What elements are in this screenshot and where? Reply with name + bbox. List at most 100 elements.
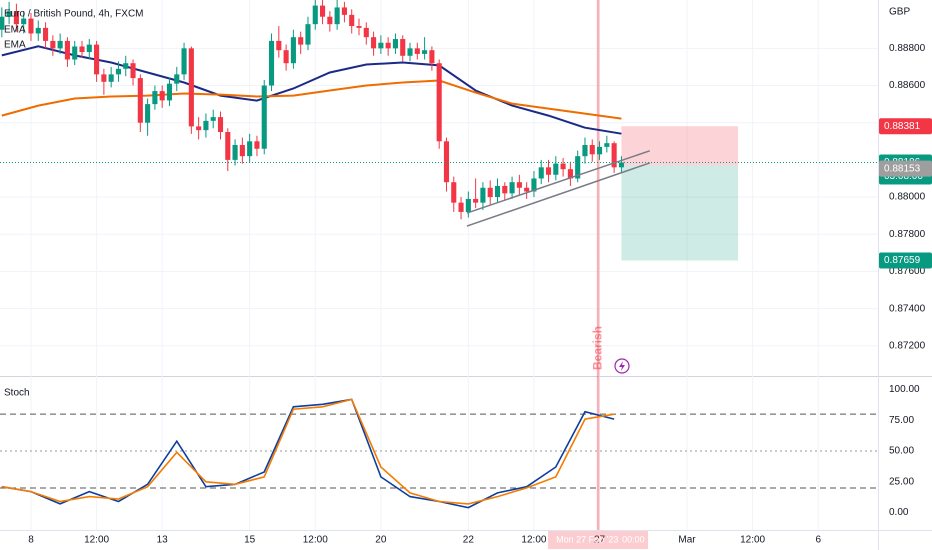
candle-body bbox=[166, 83, 173, 101]
candle-body bbox=[28, 18, 34, 34]
candle-body bbox=[145, 104, 151, 123]
y-tick-label: 0.88000 bbox=[889, 192, 926, 203]
candle-body bbox=[50, 40, 56, 49]
candle-body bbox=[203, 120, 209, 131]
candle-body bbox=[196, 126, 202, 131]
candle-body bbox=[79, 46, 85, 53]
currency-label: GBP bbox=[889, 7, 910, 18]
stoch-line bbox=[1, 398, 615, 509]
price-label: 0.88381 bbox=[884, 121, 921, 132]
price-label-box bbox=[879, 160, 932, 177]
candle-body bbox=[123, 63, 129, 69]
x-tick-label: 15 bbox=[244, 535, 256, 546]
candle-body bbox=[487, 187, 493, 198]
candle-body bbox=[371, 37, 377, 49]
candle-body bbox=[538, 167, 544, 179]
candle-body bbox=[392, 39, 398, 49]
x-tick-label: 20 bbox=[375, 535, 387, 546]
candle-body bbox=[57, 40, 63, 49]
candle-body bbox=[290, 37, 296, 64]
y-tick-label: 0.00 bbox=[889, 507, 909, 518]
stoch-line bbox=[1, 398, 615, 505]
price-label: 0.87659 bbox=[884, 255, 921, 266]
candle-body bbox=[407, 48, 413, 56]
price-label-box bbox=[879, 118, 932, 135]
candle-body bbox=[94, 44, 100, 75]
candle-body bbox=[596, 146, 603, 155]
indicator-label: EMA bbox=[4, 40, 26, 51]
x-tick-label: Mar bbox=[678, 535, 696, 546]
price-label-box bbox=[879, 252, 932, 269]
x-tick-label: 13 bbox=[157, 535, 169, 546]
candle-body bbox=[298, 37, 304, 45]
candle-body bbox=[312, 5, 318, 25]
y-tick-label: 0.87600 bbox=[889, 266, 926, 277]
candle-body bbox=[254, 141, 260, 149]
ema-line bbox=[1, 79, 622, 120]
y-tick-label: 75.00 bbox=[889, 415, 914, 426]
x-tick-label: 27 bbox=[594, 535, 606, 546]
candle-body bbox=[261, 85, 267, 149]
candle-body bbox=[43, 27, 49, 41]
y-tick-label: 100.00 bbox=[889, 384, 920, 395]
candle-body bbox=[130, 63, 136, 79]
candle-body bbox=[509, 182, 515, 194]
y-tick-label: 0.87400 bbox=[889, 303, 926, 314]
price-label: 0.88153 bbox=[884, 163, 921, 174]
candle-body bbox=[458, 202, 464, 212]
candle-body bbox=[589, 145, 595, 155]
ema-line bbox=[1, 45, 622, 135]
candle-body bbox=[611, 143, 617, 168]
y-tick-label: 50.00 bbox=[889, 446, 914, 457]
candle-body bbox=[334, 7, 340, 25]
signal-label: Bearish bbox=[590, 326, 604, 370]
candle-body bbox=[400, 39, 406, 56]
candle-body bbox=[378, 42, 384, 49]
candle-body bbox=[618, 162, 624, 168]
indicator-label: EMA bbox=[4, 25, 26, 36]
candle-body bbox=[159, 91, 165, 101]
candle-body bbox=[443, 141, 450, 183]
candle-body bbox=[64, 40, 70, 60]
candle-body bbox=[553, 163, 559, 175]
x-tick-label: 12:00 bbox=[84, 535, 109, 546]
candle-body bbox=[86, 44, 92, 53]
candle-body bbox=[349, 14, 355, 27]
candle-body bbox=[181, 48, 187, 75]
y-tick-label: 0.87800 bbox=[889, 229, 926, 240]
x-tick-label: 8 bbox=[28, 535, 34, 546]
candle-body bbox=[13, 11, 19, 25]
candle-body bbox=[35, 27, 41, 34]
candle-body bbox=[283, 50, 289, 64]
countdown: 03:08:00 bbox=[884, 171, 923, 182]
candle-body bbox=[341, 7, 347, 15]
candle-body bbox=[531, 178, 537, 192]
event-icon-bolt bbox=[619, 361, 625, 371]
x-tick-label: 22 bbox=[463, 535, 475, 546]
candle-body bbox=[188, 48, 194, 127]
candle-body bbox=[473, 198, 479, 203]
symbol-title: Euro / British Pound, 4h, FXCM bbox=[4, 9, 144, 20]
candle-body bbox=[137, 78, 143, 123]
y-tick-label: 0.88800 bbox=[889, 43, 926, 54]
candle-body bbox=[356, 26, 362, 28]
candle-body bbox=[72, 46, 78, 60]
candle-body bbox=[115, 68, 122, 75]
candle-body bbox=[480, 187, 486, 203]
candle-body bbox=[276, 40, 282, 51]
candle-body bbox=[451, 182, 457, 203]
x-tick-label: 12:00 bbox=[303, 535, 328, 546]
candle-body bbox=[436, 63, 442, 142]
candle-body bbox=[414, 48, 420, 54]
candle-body bbox=[516, 182, 522, 188]
candle-body bbox=[101, 74, 107, 82]
candle-body bbox=[545, 167, 552, 175]
target-zone bbox=[621, 165, 739, 261]
indicator-label: Stoch bbox=[4, 388, 30, 399]
candle-body bbox=[385, 42, 391, 49]
candle-body bbox=[363, 27, 369, 38]
x-tick-label: 12:00 bbox=[521, 535, 546, 546]
stop-zone bbox=[621, 126, 739, 166]
crosshair-date: Mon 27 Feb '23 bbox=[556, 534, 618, 544]
